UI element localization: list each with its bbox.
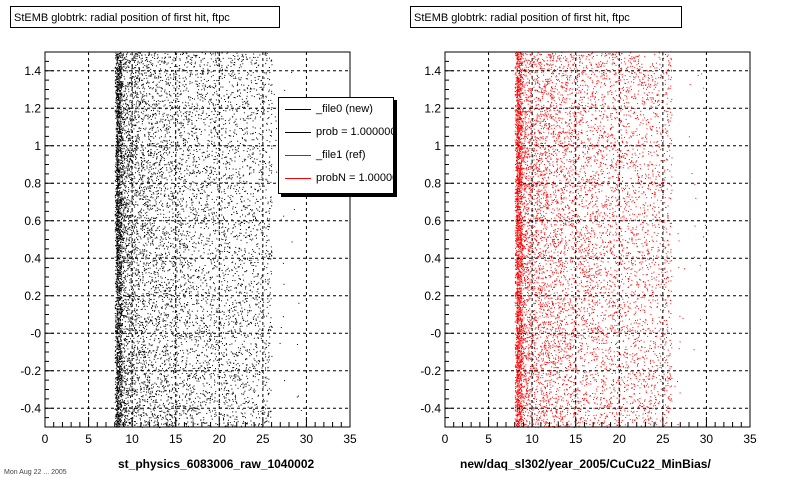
y-tick-label: -0.4 [420,401,441,415]
x-tick-label: 30 [300,432,314,446]
right-x-axis-label: new/daq_sl302/year_2005/CuCu22_MinBias/ [460,457,711,471]
x-tick-label: 25 [256,432,270,446]
legend-item-probn: probN = 1.000000 [283,169,393,187]
x-tick-label: 10 [525,432,539,446]
y-tick-label: 0.4 [424,251,441,265]
legend-line-file0 [285,109,311,110]
y-tick-label: -0.4 [20,401,41,415]
x-tick-label: 5 [485,432,492,446]
legend-item-file0: _file0 (new) [283,100,393,118]
x-tick-label: 35 [343,432,357,446]
y-tick-label: 1 [434,139,441,153]
left-plot-title: StEMB globtrk: radial position of first … [10,6,280,28]
legend-label: prob = 1.000000 [316,126,394,138]
x-tick-label: 20 [213,432,227,446]
legend-line-probn [285,178,311,179]
y-tick-label: -0 [430,326,441,340]
x-tick-label: 15 [169,432,183,446]
x-tick-label: 5 [85,432,92,446]
footer-timestamp: Mon Aug 22 ... 2005 [4,469,67,476]
y-tick-label: 0.8 [24,176,41,190]
x-tick-label: 0 [442,432,449,446]
y-tick-label: 0.8 [424,176,441,190]
x-tick-label: 10 [125,432,139,446]
x-tick-label: 25 [656,432,670,446]
legend-item-file1: _file1 (ref) [283,146,393,164]
legend-line-prob [285,132,311,133]
y-tick-label: -0.2 [420,364,441,378]
right-scatter-plot: 0 5 10 15 20 25 30 35 -0.4 -0.2 -0 0.2 0.4 0.6 0.8 1 1.2… [420,51,757,446]
scatter-points [114,52,306,428]
x-tick-label: 0 [42,432,49,446]
x-tick-label: 15 [569,432,583,446]
y-tick-label: 1.4 [24,64,41,78]
y-tick-label: 1.4 [424,64,441,78]
scatter-points [514,52,708,428]
x-tick-label: 30 [700,432,714,446]
legend: _file0 (new) prob = 1.000000 _file1 (ref… [278,97,394,194]
y-tick-label: 1.2 [24,101,41,115]
legend-label: _file0 (new) [316,103,373,115]
legend-item-prob: prob = 1.000000 [283,123,393,141]
legend-line-file1 [285,155,311,156]
y-tick-label: -0 [30,326,41,340]
left-scatter-plot: 0 5 10 15 20 25 30 35 -0.4 -0.2 -0 0.2 0.4 0.6 0.8 1 1.2… [20,51,357,446]
y-tick-label: 1 [34,139,41,153]
y-tick-label: 0.2 [424,289,441,303]
x-tick-label: 35 [743,432,757,446]
right-plot-title: StEMB globtrk: radial position of first … [410,6,682,28]
y-tick-label: 1.2 [424,101,441,115]
legend-label: probN = 1.000000 [316,172,393,184]
y-tick-label: 0.4 [24,251,41,265]
y-tick-label: -0.2 [20,364,41,378]
legend-label: _file1 (ref) [316,149,366,161]
left-x-axis-label: st_physics_6083006_raw_1040002 [118,457,315,471]
y-tick-label: 0.2 [24,289,41,303]
x-tick-label: 20 [613,432,627,446]
y-tick-label: 0.6 [24,214,41,228]
y-tick-label: 0.6 [424,214,441,228]
